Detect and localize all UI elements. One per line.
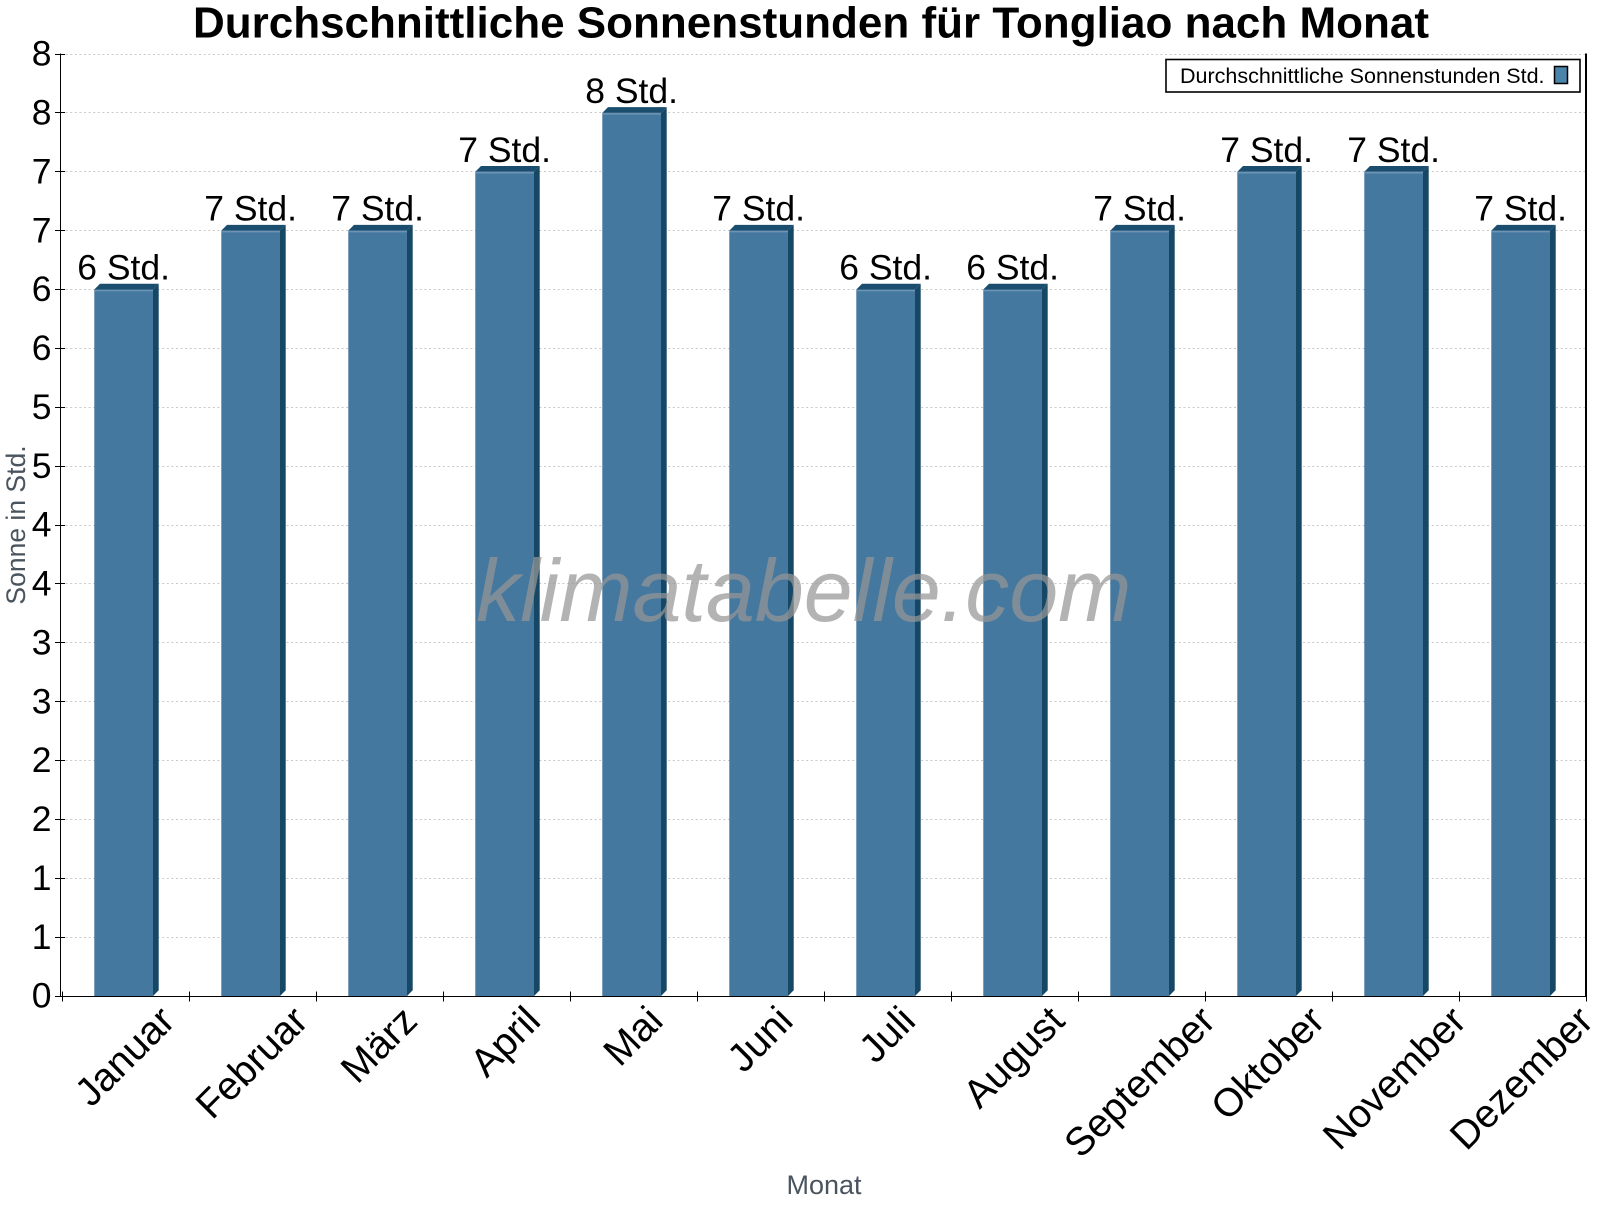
svg-text:4: 4 — [32, 505, 52, 545]
svg-text:7: 7 — [32, 151, 52, 191]
svg-text:1: 1 — [32, 917, 52, 957]
svg-text:Durchschnittliche Sonnenstunde: Durchschnittliche Sonnenstunden Std. — [1180, 64, 1545, 88]
svg-text:0: 0 — [32, 976, 52, 1016]
svg-text:7 Std.: 7 Std. — [204, 189, 297, 229]
svg-text:7 Std.: 7 Std. — [1093, 189, 1186, 229]
svg-text:3: 3 — [32, 681, 52, 721]
svg-text:7 Std.: 7 Std. — [1347, 130, 1440, 170]
svg-text:7: 7 — [32, 210, 52, 250]
svg-text:6 Std.: 6 Std. — [77, 248, 170, 288]
svg-text:7 Std.: 7 Std. — [712, 189, 805, 229]
svg-text:Sonne in Std.: Sonne in Std. — [1, 445, 31, 604]
svg-text:2: 2 — [32, 740, 52, 780]
svg-text:6 Std.: 6 Std. — [966, 248, 1059, 288]
svg-text:6: 6 — [32, 269, 52, 309]
svg-text:7 Std.: 7 Std. — [1474, 189, 1567, 229]
svg-text:8: 8 — [32, 34, 52, 74]
svg-text:8: 8 — [32, 93, 52, 133]
svg-text:6 Std.: 6 Std. — [839, 248, 932, 288]
svg-text:8 Std.: 8 Std. — [585, 71, 678, 111]
svg-text:6: 6 — [32, 328, 52, 368]
svg-text:2: 2 — [32, 799, 52, 839]
svg-text:Durchschnittliche Sonnenstunde: Durchschnittliche Sonnenstunden für Tong… — [193, 0, 1429, 48]
svg-text:3: 3 — [32, 622, 52, 662]
svg-text:7 Std.: 7 Std. — [1220, 130, 1313, 170]
svg-text:7 Std.: 7 Std. — [458, 130, 551, 170]
svg-text:4: 4 — [32, 564, 52, 604]
svg-text:5: 5 — [32, 387, 52, 427]
svg-text:Monat: Monat — [786, 1170, 862, 1200]
svg-text:1: 1 — [32, 858, 52, 898]
svg-text:7 Std.: 7 Std. — [331, 189, 424, 229]
svg-text:5: 5 — [32, 446, 52, 486]
svg-text:klimatabelle.com: klimatabelle.com — [476, 541, 1131, 640]
